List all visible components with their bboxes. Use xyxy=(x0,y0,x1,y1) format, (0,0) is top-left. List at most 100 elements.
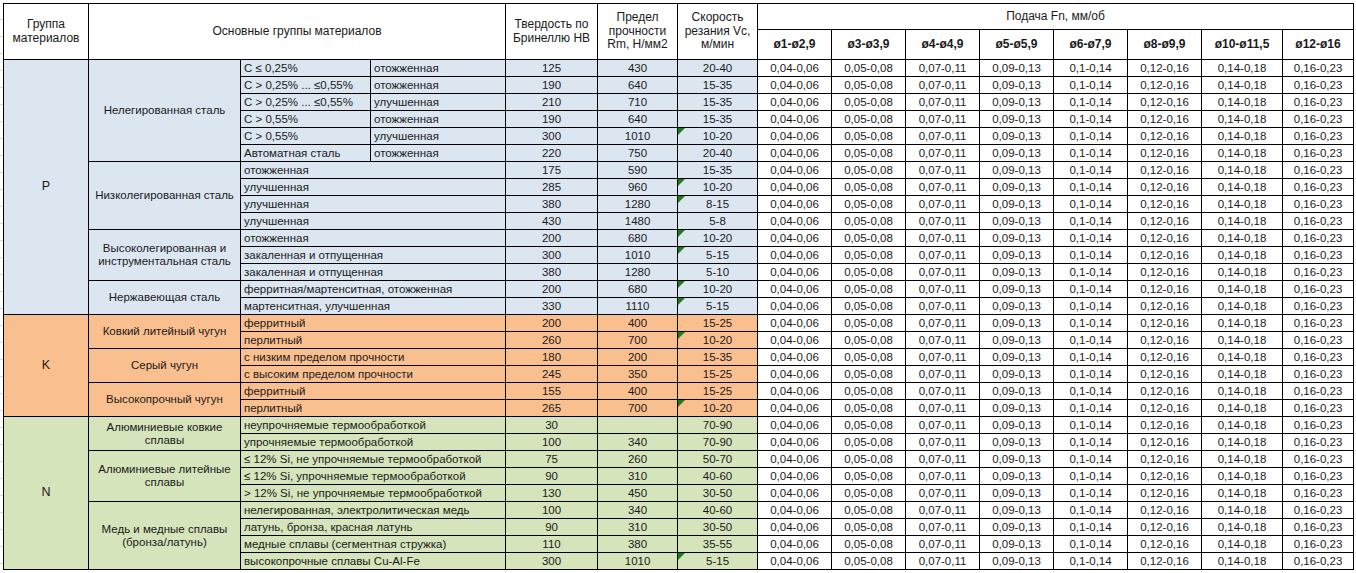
material-state-cell[interactable]: улучшенная xyxy=(241,179,506,196)
feed-cell[interactable]: 0,05-0,08 xyxy=(832,60,906,77)
feed-cell[interactable]: 0,07-0,11 xyxy=(906,468,980,485)
feed-cell[interactable]: 0,1-0,14 xyxy=(1054,94,1128,111)
feed-cell[interactable]: 0,04-0,06 xyxy=(758,315,832,332)
feed-cell[interactable]: 0,05-0,08 xyxy=(832,332,906,349)
hardness-cell[interactable]: 380 xyxy=(506,264,598,281)
hardness-cell[interactable]: 380 xyxy=(506,196,598,213)
hardness-cell[interactable]: 200 xyxy=(506,230,598,247)
feed-cell[interactable]: 0,07-0,11 xyxy=(906,349,980,366)
material-state-cell[interactable]: закаленная и отпущенная xyxy=(241,264,506,281)
strength-cell[interactable]: 640 xyxy=(598,111,678,128)
strength-cell[interactable]: 450 xyxy=(598,485,678,502)
feed-cell[interactable]: 0,04-0,06 xyxy=(758,281,832,298)
feed-cell[interactable]: 0,14-0,18 xyxy=(1202,298,1283,315)
feed-cell[interactable]: 0,07-0,11 xyxy=(906,417,980,434)
feed-cell[interactable]: 0,07-0,11 xyxy=(906,128,980,145)
feed-cell[interactable]: 0,09-0,13 xyxy=(980,247,1054,264)
feed-cell[interactable]: 0,09-0,13 xyxy=(980,145,1054,162)
material-state-cell[interactable]: латунь, бронза, красная латунь xyxy=(241,519,506,536)
cutting-speed-cell[interactable]: 15-35 xyxy=(678,111,758,128)
cutting-speed-cell[interactable]: 40-60 xyxy=(678,502,758,519)
feed-cell[interactable]: 0,05-0,08 xyxy=(832,468,906,485)
strength-cell[interactable]: 340 xyxy=(598,502,678,519)
material-detail-cell[interactable]: C > 0,55% xyxy=(241,111,371,128)
cutting-speed-cell[interactable]: 30-50 xyxy=(678,485,758,502)
strength-cell[interactable]: 700 xyxy=(598,400,678,417)
feed-cell[interactable]: 0,16-0,23 xyxy=(1283,298,1354,315)
material-detail-cell[interactable]: Автоматная сталь xyxy=(241,145,371,162)
feed-cell[interactable]: 0,16-0,23 xyxy=(1283,519,1354,536)
feed-cell[interactable]: 0,16-0,23 xyxy=(1283,417,1354,434)
feed-cell[interactable]: 0,1-0,14 xyxy=(1054,332,1128,349)
feed-cell[interactable]: 0,05-0,08 xyxy=(832,145,906,162)
feed-cell[interactable]: 0,14-0,18 xyxy=(1202,281,1283,298)
feed-cell[interactable]: 0,09-0,13 xyxy=(980,536,1054,553)
feed-cell[interactable]: 0,14-0,18 xyxy=(1202,434,1283,451)
strength-cell[interactable]: 1280 xyxy=(598,264,678,281)
feed-cell[interactable]: 0,16-0,23 xyxy=(1283,213,1354,230)
strength-cell[interactable]: 380 xyxy=(598,536,678,553)
strength-cell[interactable]: 1010 xyxy=(598,247,678,264)
feed-cell[interactable]: 0,14-0,18 xyxy=(1202,196,1283,213)
feed-cell[interactable]: 0,16-0,23 xyxy=(1283,366,1354,383)
feed-cell[interactable]: 0,07-0,11 xyxy=(906,536,980,553)
feed-cell[interactable]: 0,16-0,23 xyxy=(1283,196,1354,213)
strength-cell[interactable]: 400 xyxy=(598,383,678,400)
feed-cell[interactable]: 0,12-0,16 xyxy=(1128,468,1202,485)
feed-cell[interactable]: 0,04-0,06 xyxy=(758,60,832,77)
feed-cell[interactable]: 0,07-0,11 xyxy=(906,60,980,77)
feed-cell[interactable]: 0,12-0,16 xyxy=(1128,281,1202,298)
feed-cell[interactable]: 0,14-0,18 xyxy=(1202,77,1283,94)
feed-cell[interactable]: 0,1-0,14 xyxy=(1054,536,1128,553)
strength-cell[interactable] xyxy=(598,417,678,434)
header-main-groups[interactable]: Основные группы материалов xyxy=(89,4,506,60)
material-state-cell[interactable]: мартенситная, улучшенная xyxy=(241,298,506,315)
feed-cell[interactable]: 0,09-0,13 xyxy=(980,332,1054,349)
feed-cell[interactable]: 0,07-0,11 xyxy=(906,332,980,349)
feed-cell[interactable]: 0,04-0,06 xyxy=(758,213,832,230)
cutting-speed-cell[interactable]: 15-35 xyxy=(678,77,758,94)
hardness-cell[interactable]: 265 xyxy=(506,400,598,417)
feed-cell[interactable]: 0,05-0,08 xyxy=(832,349,906,366)
strength-cell[interactable]: 310 xyxy=(598,468,678,485)
feed-cell[interactable]: 0,05-0,08 xyxy=(832,315,906,332)
feed-cell[interactable]: 0,04-0,06 xyxy=(758,400,832,417)
strength-cell[interactable]: 1010 xyxy=(598,553,678,570)
feed-cell[interactable]: 0,04-0,06 xyxy=(758,502,832,519)
feed-cell[interactable]: 0,05-0,08 xyxy=(832,128,906,145)
hardness-cell[interactable]: 125 xyxy=(506,60,598,77)
feed-cell[interactable]: 0,09-0,13 xyxy=(980,213,1054,230)
material-state-cell[interactable]: улучшенная xyxy=(241,213,506,230)
feed-cell[interactable]: 0,05-0,08 xyxy=(832,451,906,468)
strength-cell[interactable]: 260 xyxy=(598,451,678,468)
cutting-speed-cell[interactable]: 15-25 xyxy=(678,383,758,400)
feed-cell[interactable]: 0,1-0,14 xyxy=(1054,145,1128,162)
material-state-cell[interactable]: ≤ 12% Si, упрочняемые термообработкой xyxy=(241,468,506,485)
feed-cell[interactable]: 0,16-0,23 xyxy=(1283,111,1354,128)
material-state-cell[interactable]: > 12% Si, не упрочняемые термообработкой xyxy=(241,485,506,502)
feed-cell[interactable]: 0,16-0,23 xyxy=(1283,128,1354,145)
material-state-cell[interactable]: ферритный xyxy=(241,383,506,400)
feed-cell[interactable]: 0,1-0,14 xyxy=(1054,247,1128,264)
strength-cell[interactable]: 340 xyxy=(598,434,678,451)
feed-cell[interactable]: 0,04-0,06 xyxy=(758,451,832,468)
material-detail-cell[interactable]: C > 0,25% ... ≤0,55% xyxy=(241,77,371,94)
group-code-cell[interactable]: N xyxy=(4,417,89,570)
feed-cell[interactable]: 0,12-0,16 xyxy=(1128,196,1202,213)
cutting-speed-cell[interactable]: 20-40 xyxy=(678,60,758,77)
cutting-speed-cell[interactable]: 5-15 xyxy=(678,298,758,315)
hardness-cell[interactable]: 155 xyxy=(506,383,598,400)
material-state-cell[interactable]: улучшенная xyxy=(241,196,506,213)
hardness-cell[interactable]: 175 xyxy=(506,162,598,179)
header-feed-diameter[interactable]: ø10-ø11,5 xyxy=(1202,30,1283,60)
feed-cell[interactable]: 0,05-0,08 xyxy=(832,298,906,315)
hardness-cell[interactable]: 300 xyxy=(506,128,598,145)
hardness-cell[interactable]: 430 xyxy=(506,213,598,230)
feed-cell[interactable]: 0,04-0,06 xyxy=(758,468,832,485)
feed-cell[interactable]: 0,14-0,18 xyxy=(1202,60,1283,77)
feed-cell[interactable]: 0,14-0,18 xyxy=(1202,94,1283,111)
feed-cell[interactable]: 0,09-0,13 xyxy=(980,383,1054,400)
material-state-cell[interactable]: ферритный xyxy=(241,315,506,332)
feed-cell[interactable]: 0,1-0,14 xyxy=(1054,434,1128,451)
cutting-speed-cell[interactable]: 10-20 xyxy=(678,400,758,417)
